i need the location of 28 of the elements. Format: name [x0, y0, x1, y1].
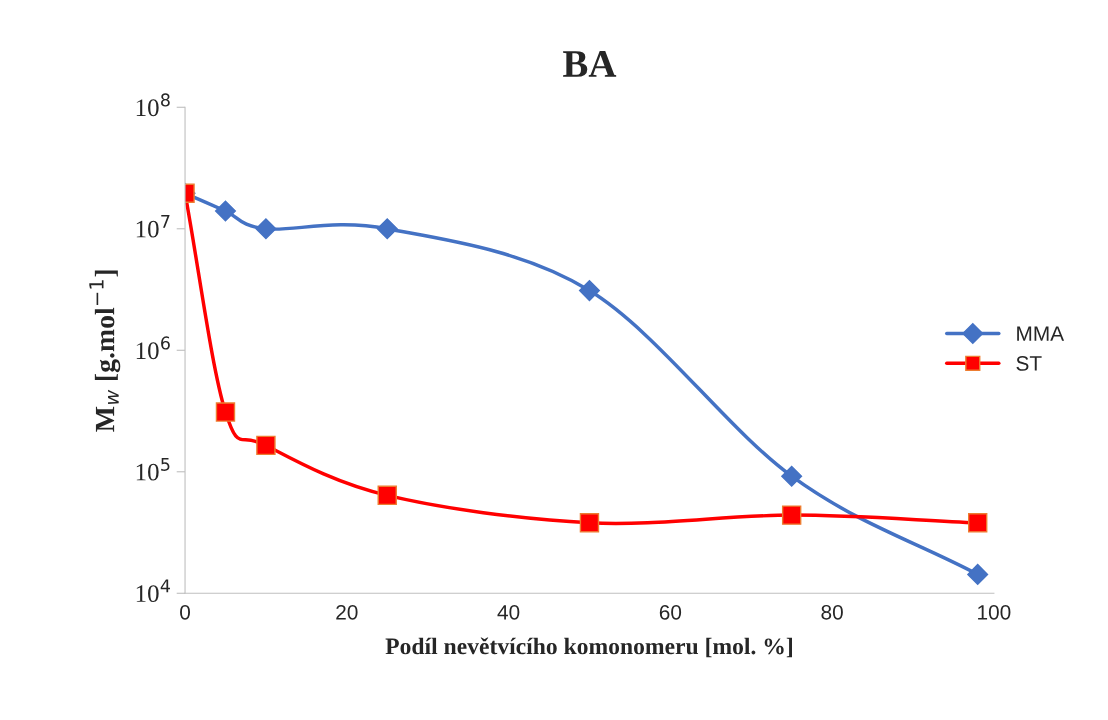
- point: [579, 513, 600, 533]
- point: [967, 563, 989, 585]
- x-tick-label: 40: [497, 604, 520, 620]
- point: [967, 513, 988, 533]
- y-tick-label: 10$^{5}$: [136, 457, 170, 481]
- legend-label: ST: [1016, 356, 1042, 371]
- y-tick-label: 10$^{4}$: [136, 579, 170, 603]
- x-tick-label: 60: [659, 604, 682, 620]
- x-tick-label: 20: [336, 604, 358, 620]
- x-tick-label: 0: [180, 604, 191, 620]
- chart-title: BA: [563, 51, 617, 77]
- point: [376, 218, 398, 240]
- x-tick-label: 100: [978, 604, 1011, 620]
- x-axis-title: Podíl nevětvícího komonomeru [mol. %]: [385, 637, 792, 658]
- y-tick-label: 10$^{7}$: [136, 214, 170, 238]
- point: [578, 280, 600, 302]
- point: [214, 200, 236, 222]
- point: [256, 435, 276, 456]
- point: [781, 505, 802, 525]
- point: [215, 402, 236, 422]
- y-axis-title: M$_{w}$ [g.mol$^{−1}$]: [89, 270, 121, 432]
- x-tick-label: 80: [821, 604, 843, 620]
- point: [255, 218, 277, 240]
- legend-label: MMA: [1017, 326, 1065, 341]
- y-tick-label: 10$^{8}$: [136, 93, 170, 117]
- point: [781, 465, 803, 487]
- point: [377, 485, 397, 506]
- y-tick-label: 10$^{6}$: [136, 336, 170, 360]
